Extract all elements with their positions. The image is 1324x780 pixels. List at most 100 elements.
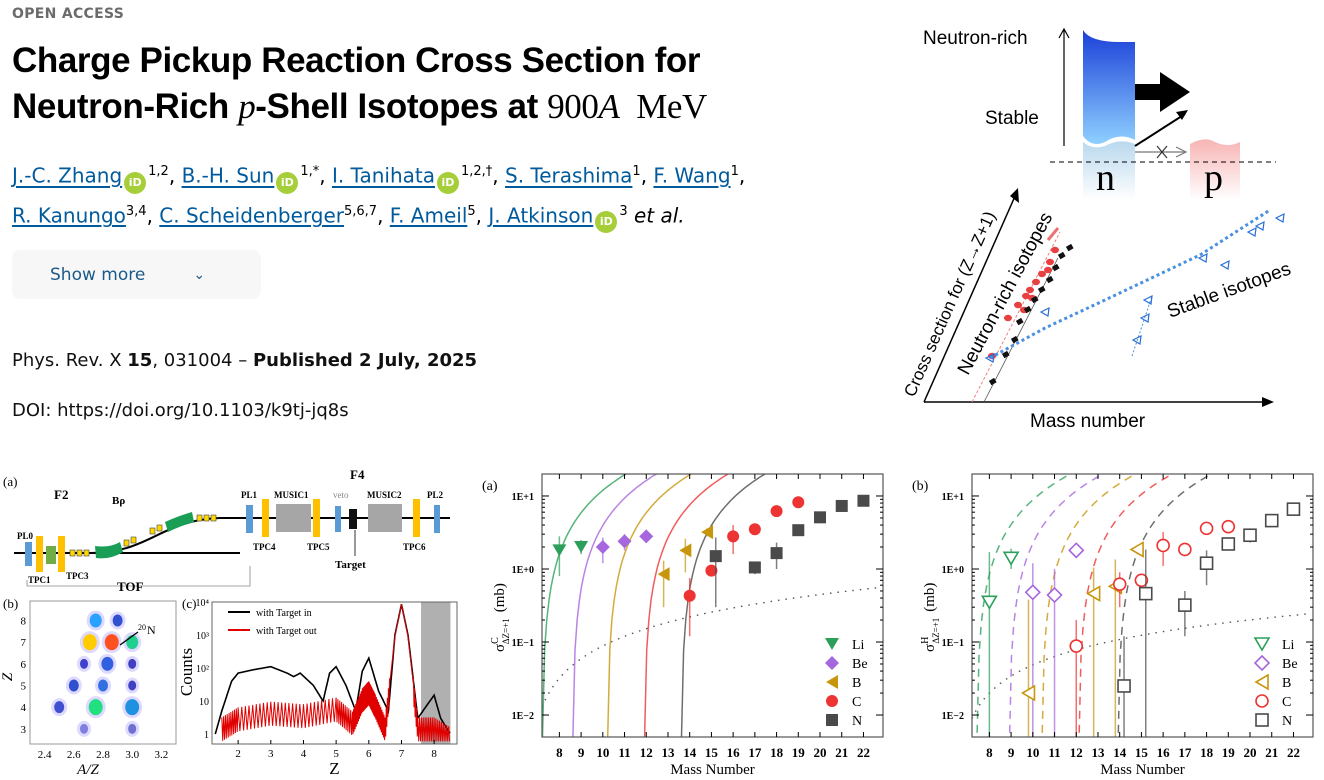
x-tick-label: 22 [1287,745,1300,760]
stable-point [1197,252,1208,263]
pid-blobs [51,610,143,737]
tof-bracket [26,566,251,587]
plot-area [542,474,881,737]
x-tick-label: 22 [857,745,870,760]
panel-label: (c) [182,596,196,611]
published-date: Published 2 July, 2025 [252,350,478,371]
x-tick-label: 3 [268,748,274,760]
pid-blob [128,723,137,734]
pid-blob [88,699,103,716]
nr-point-black [1051,263,1060,272]
pid-blob [112,614,123,627]
data-point [857,494,870,507]
pid-blob [82,634,97,651]
data-point [657,567,670,582]
affiliation-sup: 3,4 [125,203,147,219]
data-point [1046,586,1063,604]
x-tick-label: 20 [1244,745,1257,760]
data-point [826,675,838,689]
title-unit: MeV [636,87,707,126]
author-link[interactable]: B.-H. Sun [181,163,275,188]
data-point [835,499,848,512]
y-tick-label: 1 [204,730,209,741]
author-link[interactable]: S. Terashima [505,163,633,188]
x-tick-label: 11 [618,745,630,760]
y-tick-label: 1E−1 [512,638,534,649]
data-point [1178,542,1192,557]
nr-point-red [1032,278,1040,286]
orcid-icon[interactable]: iD [595,211,618,234]
author-link[interactable]: J. Atkinson [488,203,594,228]
cross-section-label: Cross section for (Z→Z+1) [900,209,999,400]
author-link[interactable]: F. Ameil [389,203,468,228]
pid-blob [128,680,137,691]
title-A: A [598,87,620,126]
pl0-detector [25,542,32,566]
x-tick-label: 15 [705,745,719,760]
affiliation-sup: 1 [730,164,739,179]
x-axis-label: Z [329,759,339,778]
nr-point-black [1023,305,1032,314]
nr-point-black [1037,285,1046,294]
data-point [727,530,740,543]
nr-point-black [1015,317,1024,326]
data-point [825,638,839,650]
y-tick-label: 1E+1 [942,492,964,503]
data-point [1112,577,1127,591]
data-point [1156,538,1170,553]
x-tick-label: 9 [1008,745,1015,760]
legend-label: Be [852,657,868,672]
author-link[interactable]: J.-C. Zhang [12,163,123,188]
data-point [770,505,783,518]
pid-blob [68,679,79,692]
author-link[interactable]: C. Scheidenberger [159,203,344,228]
pid-blob [54,701,65,714]
data-point [826,714,838,726]
graphical-abstract: Neutron-rich Stable n p Mass number Cros… [900,27,1294,432]
author-link[interactable]: R. Kanungo [12,203,126,228]
data-point [1068,542,1085,559]
music1-chamber [276,504,311,532]
author-link[interactable]: I. Tanihata [331,163,435,188]
x-tick-label: 21 [1265,745,1278,760]
y-axis-label: Counts [180,648,196,696]
x-tick-label: 18 [770,745,784,760]
reference-line [542,586,881,708]
title-line-1: Charge Pickup Reaction Cross Section for [12,41,701,80]
show-more-button[interactable]: Show more ⌄ [12,250,261,299]
title-line-2: Neutron-Rich p-Shell Isotopes at 900A Me… [12,84,707,130]
data-point [792,496,805,509]
y-axis-label: σCΔZ=+1(mb) [490,583,511,652]
data-point [1178,598,1192,612]
pid-blob [126,635,139,650]
data-point [683,589,696,602]
doi-link[interactable]: DOI: https://doi.org/10.1103/k9tj-jq8s [12,400,349,421]
y-axis-label: σHΔZ=+1(mb) [920,583,941,652]
title-p: p [238,87,256,126]
legend-label: Li [1282,638,1295,653]
pl2-label: PL2 [427,490,444,500]
pid-plot: (b) 2.4 2.6 2.8 3.0 3.2 3 4 5 6 7 8 20 N A/Z Z [0,596,177,778]
y-tick-label: 1E+0 [942,565,964,576]
nr-point-red [1051,246,1059,254]
legend-label: B [1282,676,1291,691]
author-link[interactable]: F. Wang [653,163,731,188]
x-tick-label: 2 [235,748,241,760]
orcid-icon[interactable]: iD [436,171,459,194]
veto-detector [335,506,341,532]
x-tick-label: 13 [661,745,675,760]
hydrogen-target-chart: 8 9 10 11 12 13 14 15 16 17 18 19 20 21 22 1E−2 1E−1 1E+0… [912,473,1314,778]
abstract-data-marks [971,208,1285,403]
p-label: p [1204,157,1223,199]
y-tick-label: 1E+0 [512,565,534,576]
nr-trend-black [983,257,1059,403]
orcid-icon[interactable]: iD [276,171,299,194]
data-point [1286,502,1301,516]
x-tick-label: 10 [596,745,609,760]
x-tick-label: 9 [578,745,585,760]
panel-label: (b) [912,479,929,494]
annotation-mass: 20 [138,623,146,632]
orcid-icon[interactable]: iD [124,171,147,194]
music2-label: MUSIC2 [367,490,402,500]
data-point [705,564,718,577]
